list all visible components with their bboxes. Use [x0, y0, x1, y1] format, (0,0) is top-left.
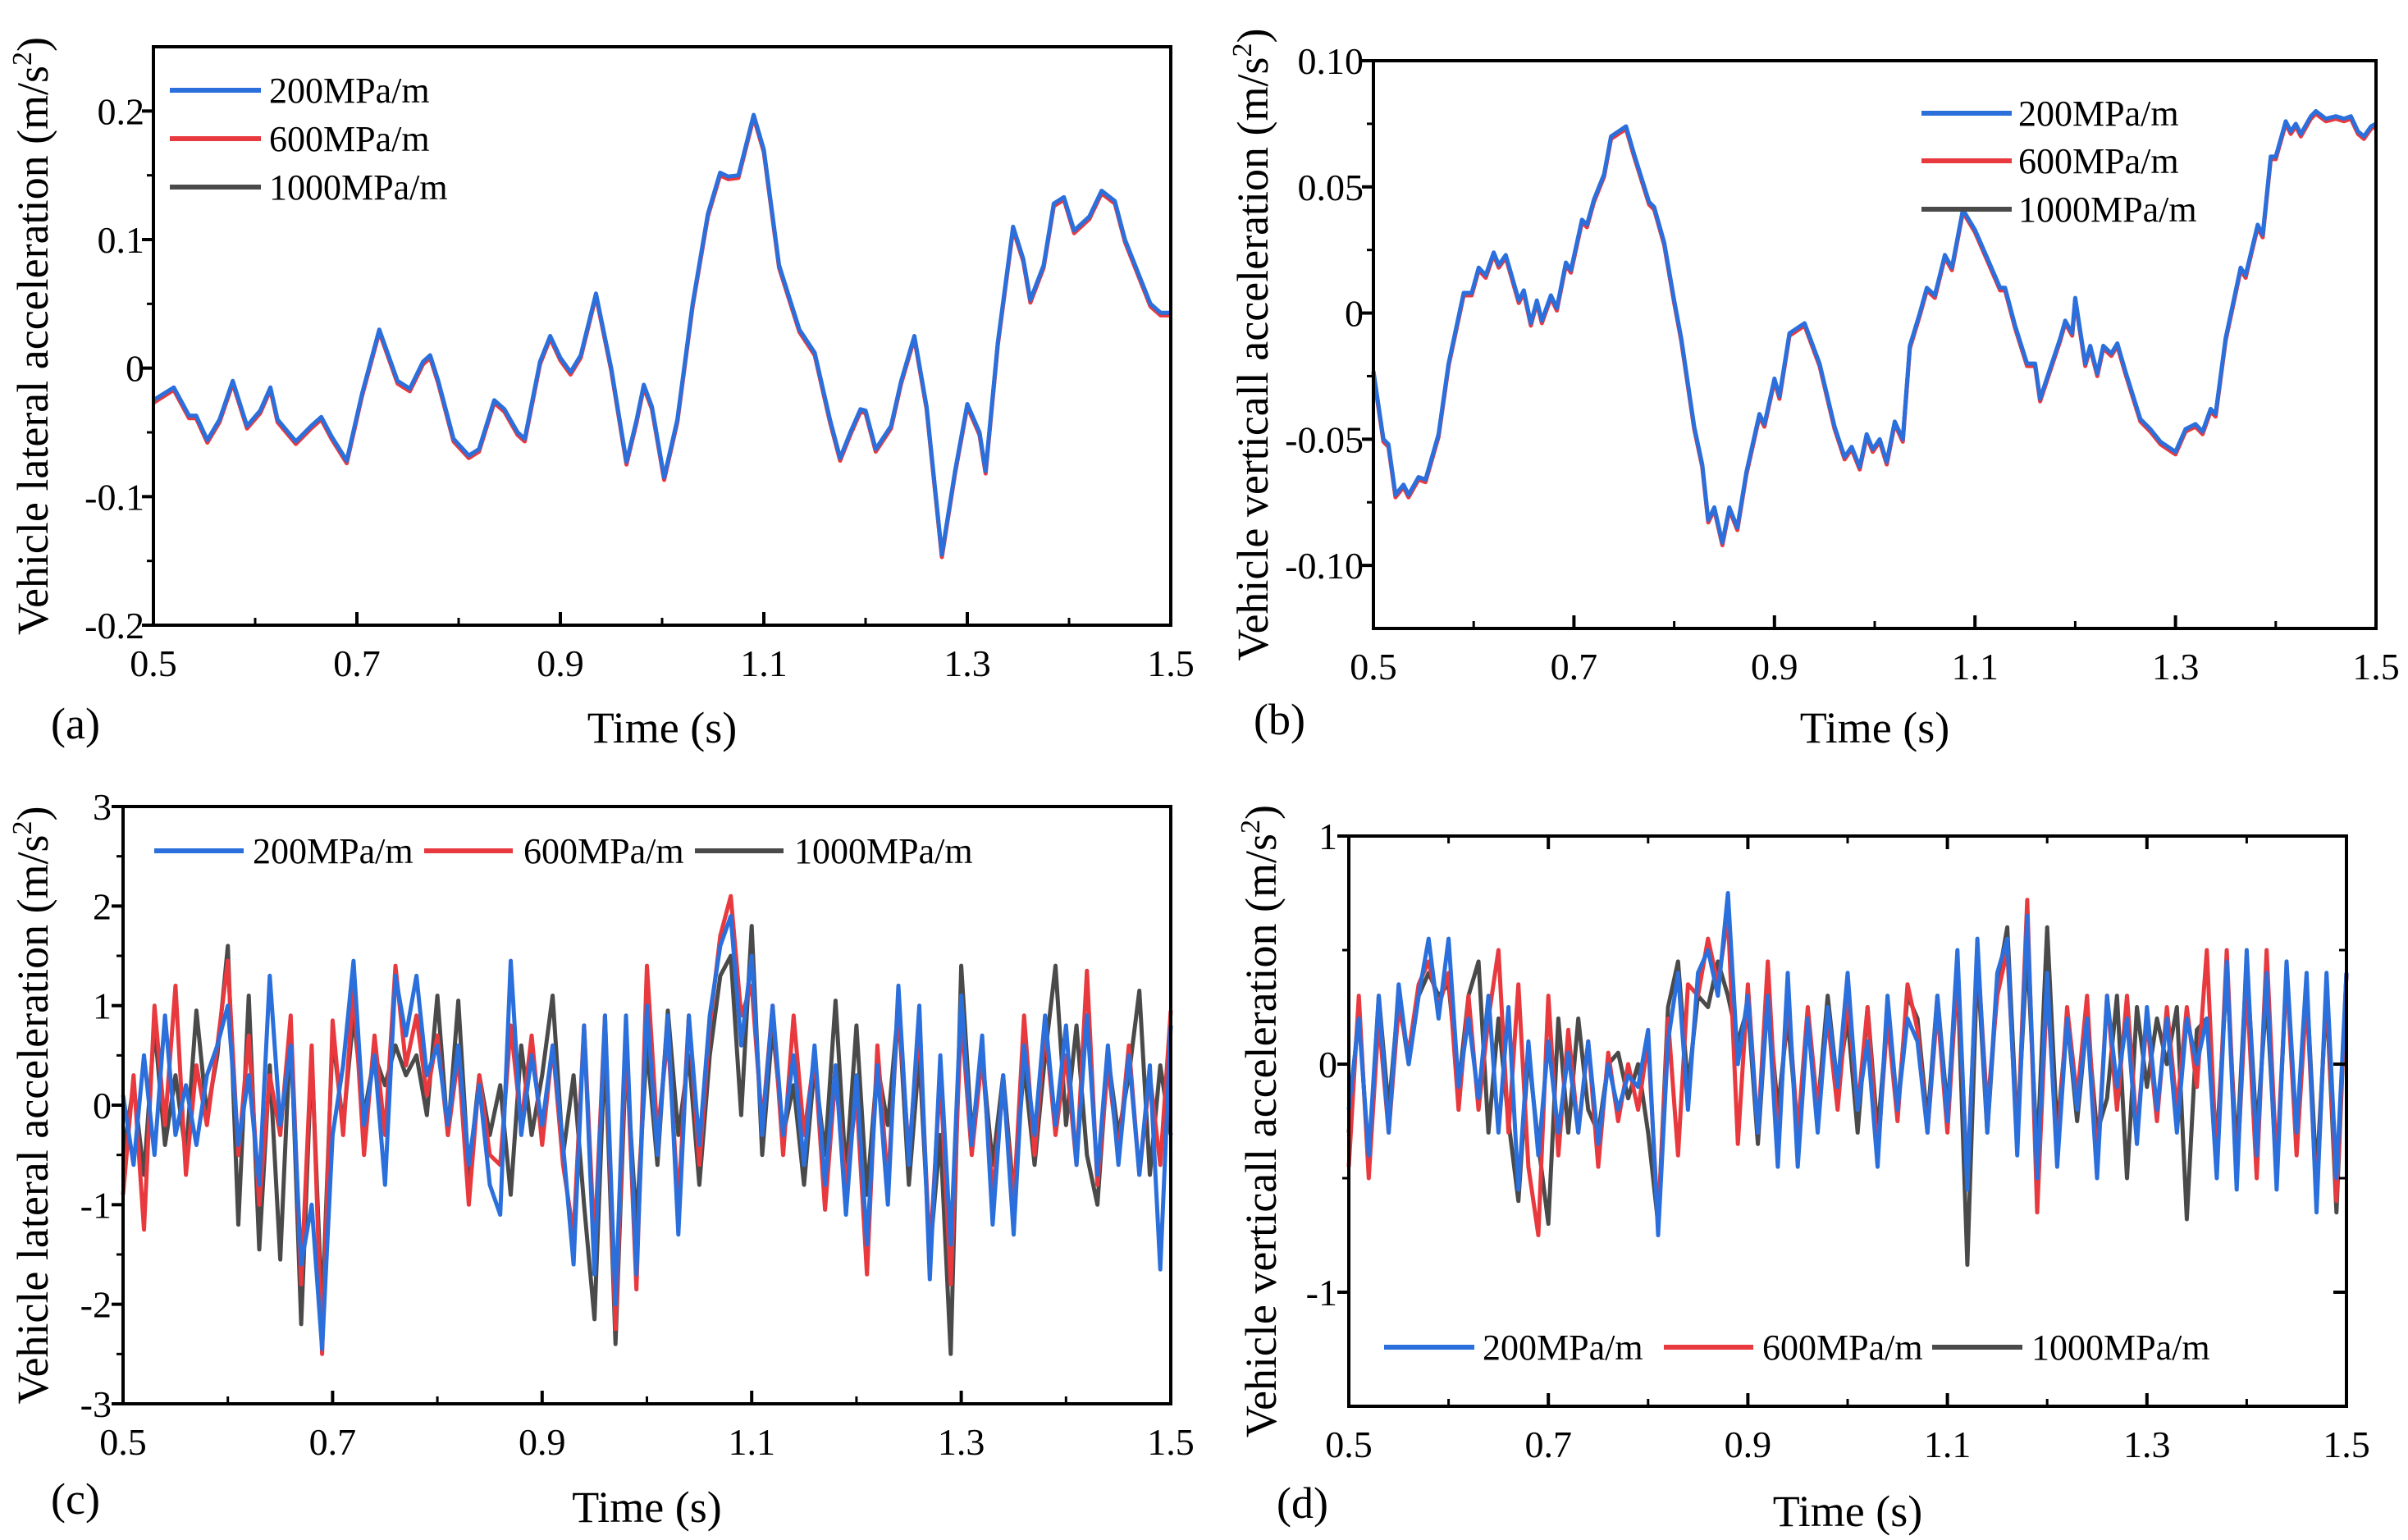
y-axis-title: Vehicle verticall acceleration (m/s2) [1227, 28, 1277, 660]
x-axis-title: Time (s) [572, 1483, 722, 1532]
legend-label: 600MPa/m [1762, 1328, 1923, 1368]
y-tick-label: -3 [80, 1383, 112, 1425]
y-tick-label: -0.2 [85, 605, 144, 647]
y-tick-label: -2 [80, 1284, 112, 1326]
legend-label: 200MPa/m [1483, 1328, 1643, 1368]
series-line-600mpa/m [1346, 898, 2349, 1237]
legend-label: 200MPa/m [2018, 94, 2179, 134]
x-tick-label: 0.7 [309, 1421, 357, 1463]
x-tick-label: 1.3 [938, 1421, 985, 1463]
y-tick-label: 0 [93, 1085, 112, 1126]
y-axis-title-superscript: 2 [1227, 43, 1258, 57]
x-tick-label: 1.3 [2123, 1423, 2171, 1465]
legend: 200MPa/m 600MPa/m 1000MPa/m [1384, 1328, 2210, 1368]
x-tick-label: 1.5 [2323, 1423, 2370, 1465]
legend-label: 600MPa/m [523, 831, 684, 871]
x-tick-label: 0.5 [1325, 1423, 1373, 1465]
x-tick-label: 1.1 [740, 642, 788, 684]
chart-panel-c: 0.5 0.7 0.9 1.1 1.3 1.5 -3 -2 -1 0 1 2 3 Time (s) Vehi… [7, 786, 1195, 1532]
y-axis-title: Vehicle verticall acceleration (m/s2) [1236, 805, 1286, 1437]
legend-label: 1000MPa/m [2031, 1328, 2210, 1368]
chart-panel-a: 0.5 0.7 0.9 1.1 1.3 1.5 -0.2 -0.1 0 0.1 0.2 Time (s… [7, 37, 1195, 752]
legend: 200MPa/m 600MPa/m 1000MPa/m [1921, 94, 2197, 230]
y-axis-title-text-end: ) [8, 37, 57, 52]
panel-label: (d) [1277, 1478, 1328, 1528]
y-axis-title-text: Vehicle lateral acceleration (m/s [8, 834, 57, 1404]
x-tick-label: 1.5 [1147, 642, 1195, 684]
y-axis-title-superscript: 2 [1236, 820, 1266, 834]
y-axis-title-superscript: 2 [7, 52, 38, 66]
y-tick-label: 2 [93, 885, 112, 927]
legend: 200MPa/m 600MPa/m 1000MPa/m [154, 831, 973, 871]
series-line-200mpa/m [1346, 891, 2349, 1237]
y-tick-label: 0.10 [1298, 40, 1364, 82]
legend-label: 600MPa/m [269, 119, 430, 159]
y-tick-label: -1 [1306, 1272, 1337, 1314]
y-tick-label: -0.10 [1285, 545, 1364, 587]
series-line-1000mpa/m [1371, 110, 2378, 546]
series-line-200mpa/m [1371, 109, 2378, 545]
y-tick-label: 0.1 [98, 219, 145, 261]
legend: 200MPa/m 600MPa/m 1000MPa/m [170, 71, 448, 208]
series-line-200mpa/m [152, 112, 1171, 557]
y-axis-title-text-end: ) [1228, 28, 1277, 43]
x-axis-title: Time (s) [1800, 703, 1950, 752]
x-tick-label: 0.7 [1524, 1423, 1572, 1465]
series-line-200mpa/m [121, 914, 1173, 1351]
y-tick-label: 0 [126, 348, 144, 390]
legend-label: 1000MPa/m [269, 167, 448, 208]
x-axis-title: Time (s) [1773, 1487, 1923, 1536]
x-tick-label: 0.5 [1350, 646, 1397, 688]
x-tick-label: 0.9 [519, 1421, 566, 1463]
x-tick-label: 0.9 [537, 642, 584, 684]
y-tick-label: -1 [80, 1184, 112, 1226]
x-tick-label: 1.1 [1951, 646, 1999, 688]
y-axis-title: Vehicle lateral acceleration (m/s2) [7, 37, 57, 635]
y-axis-title-text: Vehicle verticall acceleration (m/s [1228, 57, 1277, 660]
y-axis-title-text: Vehicle verticall acceleration (m/s [1236, 834, 1286, 1437]
panel-label: (b) [1254, 695, 1305, 744]
y-axis-title-text-end: ) [1236, 805, 1286, 820]
x-tick-label: 0.9 [1725, 1423, 1772, 1465]
y-tick-label: 0 [1345, 293, 1364, 335]
x-tick-label: 1.3 [2152, 646, 2200, 688]
legend-label: 200MPa/m [269, 71, 430, 111]
x-axis-title: Time (s) [587, 703, 738, 752]
x-tick-label: 0.7 [1551, 646, 1598, 688]
legend-label: 1000MPa/m [794, 831, 973, 871]
x-tick-label: 1.3 [944, 642, 991, 684]
y-axis-title-text: Vehicle lateral acceleration (m/s [8, 66, 57, 635]
y-tick-label: 3 [93, 786, 112, 828]
legend-label: 1000MPa/m [2018, 190, 2197, 230]
y-tick-label: 1 [1318, 816, 1337, 857]
y-axis-title: Vehicle lateral acceleration (m/s2) [7, 806, 57, 1404]
legend-label: 200MPa/m [253, 831, 414, 871]
chart-panel-d: 0.5 0.7 0.9 1.1 1.3 1.5 -1 0 1 Time (s) Vehicle ve… [1236, 805, 2370, 1536]
y-tick-label: 0.2 [98, 90, 145, 132]
x-tick-label: 1.1 [1924, 1423, 1972, 1465]
x-tick-label: 0.9 [1751, 646, 1798, 688]
y-tick-label: 1 [93, 985, 112, 1027]
y-tick-label: 0 [1318, 1044, 1337, 1085]
x-tick-label: 0.5 [99, 1421, 147, 1463]
y-axis-title-superscript: 2 [7, 820, 38, 834]
panel-label: (c) [51, 1474, 100, 1524]
chart-panel-b: 0.5 0.7 0.9 1.1 1.3 1.5 -0.10 -0.05 0 0.05 0.10 Tim… [1227, 28, 2400, 752]
x-tick-label: 0.5 [130, 642, 177, 684]
legend-label: 600MPa/m [2018, 141, 2179, 181]
y-tick-label: 0.05 [1298, 167, 1364, 208]
x-tick-label: 1.5 [1147, 1421, 1195, 1463]
x-tick-label: 0.7 [333, 642, 381, 684]
y-axis-title-text-end: ) [8, 806, 57, 820]
panel-label: (a) [51, 699, 100, 748]
y-tick-label: -0.1 [85, 476, 144, 518]
x-tick-label: 1.1 [728, 1421, 775, 1463]
y-tick-label: -0.05 [1285, 418, 1364, 460]
x-tick-label: 1.5 [2352, 646, 2400, 688]
